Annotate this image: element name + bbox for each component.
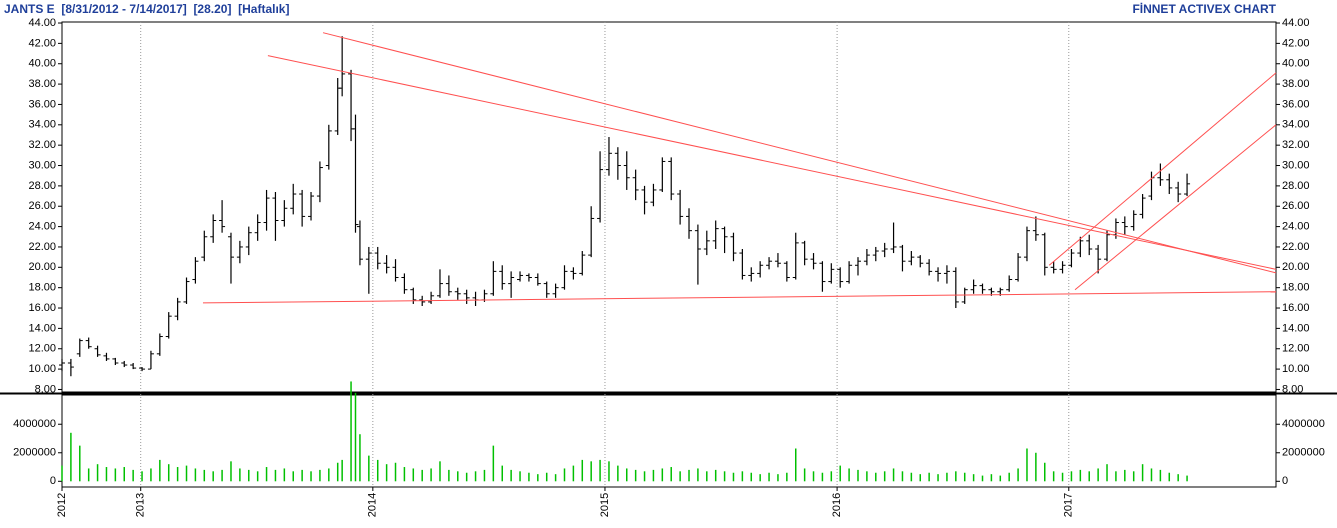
x-tick-label: 2015 <box>599 493 611 517</box>
volume-tick-label: 4000000 <box>1282 418 1325 430</box>
y-tick-label: 44.00 <box>1282 17 1310 29</box>
y-tick-label: 36.00 <box>1282 98 1310 110</box>
y-tick-label: 40.00 <box>1282 58 1310 70</box>
x-tick-label: 2012 <box>56 493 68 517</box>
x-tick-label: 2013 <box>135 493 147 517</box>
y-tick-label: 34.00 <box>28 119 56 131</box>
y-tick-label: 14.00 <box>1282 322 1310 334</box>
y-tick-label: 8.00 <box>35 383 56 395</box>
y-tick-label: 22.00 <box>28 241 56 253</box>
y-tick-label: 20.00 <box>1282 261 1310 273</box>
y-tick-label: 36.00 <box>28 98 56 110</box>
x-tick-label: 2017 <box>1063 493 1075 517</box>
y-tick-label: 16.00 <box>28 302 56 314</box>
y-tick-label: 16.00 <box>1282 302 1310 314</box>
y-tick-label: 18.00 <box>28 282 56 294</box>
y-tick-label: 20.00 <box>28 261 56 273</box>
y-tick-label: 26.00 <box>1282 200 1310 212</box>
price-frame <box>61 21 1277 393</box>
y-tick-label: 10.00 <box>1282 363 1310 375</box>
y-tick-label: 32.00 <box>28 139 56 151</box>
y-tick-label: 40.00 <box>28 58 56 70</box>
chart-title: JANTS E [8/31/2012 - 7/14/2017] [28.20] … <box>4 2 289 16</box>
trend-line <box>1048 72 1277 266</box>
y-tick-label: 28.00 <box>1282 180 1310 192</box>
y-tick-label: 38.00 <box>28 78 56 90</box>
y-tick-label: 42.00 <box>28 37 56 49</box>
y-tick-label: 42.00 <box>1282 37 1310 49</box>
y-tick-label: 24.00 <box>28 221 56 233</box>
volume-tick-label: 4000000 <box>13 418 56 430</box>
y-tick-label: 10.00 <box>28 363 56 375</box>
volume-tick-label: 0 <box>50 475 56 487</box>
y-tick-label: 28.00 <box>28 180 56 192</box>
y-tick-label: 32.00 <box>1282 139 1310 151</box>
plot: 2012 2013 2014 2015 2016 2017 8.00 8.00 10.00 10.… <box>0 17 1337 517</box>
y-tick-label: 30.00 <box>28 159 56 171</box>
y-tick-label: 44.00 <box>28 17 56 29</box>
y-tick-label: 8.00 <box>1282 383 1303 395</box>
trend-line <box>202 291 1277 304</box>
x-tick-label: 2016 <box>831 493 843 517</box>
y-tick-label: 14.00 <box>28 322 56 334</box>
y-tick-label: 12.00 <box>28 343 56 355</box>
trend-line <box>267 55 1277 270</box>
source-label: FİNNET ACTIVEX CHART <box>1132 1 1276 16</box>
volume-tick-label: 2000000 <box>1282 447 1325 459</box>
y-tick-label: 24.00 <box>1282 221 1310 233</box>
y-tick-label: 30.00 <box>1282 159 1310 171</box>
y-tick-label: 26.00 <box>28 200 56 212</box>
trend-line <box>322 32 1277 274</box>
y-tick-label: 18.00 <box>1282 282 1310 294</box>
volume-tick-label: 2000000 <box>13 447 56 459</box>
y-tick-label: 38.00 <box>1282 78 1310 90</box>
y-tick-label: 34.00 <box>1282 119 1310 131</box>
trend-line <box>1074 124 1277 291</box>
volume-tick-label: 0 <box>1282 475 1288 487</box>
y-tick-label: 12.00 <box>1282 343 1310 355</box>
x-tick-label: 2014 <box>367 493 379 517</box>
volume-frame <box>61 394 1277 488</box>
y-tick-label: 22.00 <box>1282 241 1310 253</box>
